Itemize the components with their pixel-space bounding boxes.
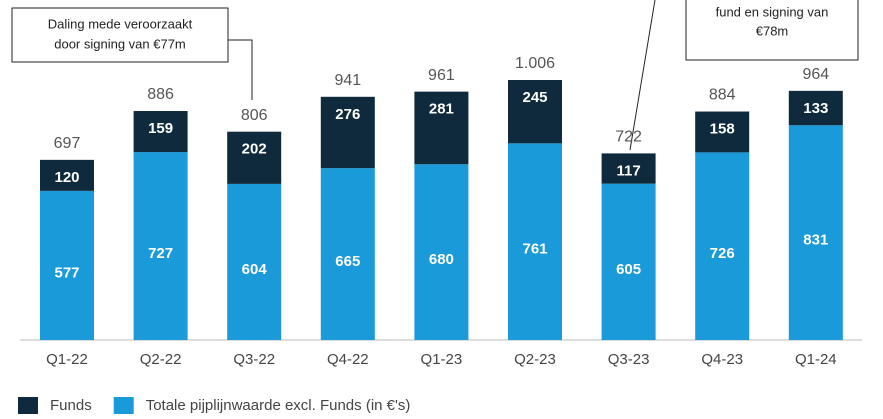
bar-segment <box>133 111 188 153</box>
segment-label: 159 <box>148 120 173 137</box>
segment-label: 577 <box>54 264 79 281</box>
legend-label: Funds <box>50 397 92 414</box>
annotation-line <box>629 0 656 151</box>
bar-segment <box>320 168 375 340</box>
bar-segment <box>788 90 843 126</box>
bar-segment <box>695 111 750 153</box>
segment-label: 831 <box>803 232 828 249</box>
legend-label: Totale pijplijnwaarde excl. Funds (in €'… <box>146 397 411 414</box>
segment-label: 117 <box>616 162 640 179</box>
total-label: 886 <box>147 86 174 103</box>
segment-label: 761 <box>522 241 547 258</box>
annotation-box <box>685 0 859 61</box>
x-tick-label: Q3-23 <box>608 351 650 368</box>
x-tick-label: Q1-24 <box>795 351 837 368</box>
x-tick-label: Q1-22 <box>46 351 88 368</box>
segment-label: 727 <box>148 245 173 262</box>
bar-segment <box>508 143 562 340</box>
bar-segment <box>133 152 188 340</box>
segment-label: 158 <box>710 120 735 137</box>
bar-segment <box>414 91 469 165</box>
segment-label: 276 <box>335 106 360 123</box>
x-tick-label: Q4-23 <box>701 351 743 368</box>
bar-segment <box>601 183 656 340</box>
total-label: 697 <box>54 135 81 152</box>
bar-segment <box>320 96 375 169</box>
annotation-text: Daling mede veroorzaakt <box>48 16 193 31</box>
x-tick-label: Q3-22 <box>233 351 275 368</box>
segment-label: 281 <box>429 101 454 118</box>
x-tick-label: Q1-23 <box>421 351 463 368</box>
total-label: 806 <box>241 107 268 124</box>
segment-label: 665 <box>335 253 360 270</box>
bar-segment <box>508 80 562 144</box>
annotation-text: fund en signing van <box>716 4 829 19</box>
segment-label: 726 <box>710 245 735 262</box>
segment-label: 680 <box>429 251 454 268</box>
bar-segment <box>601 153 656 184</box>
total-label: 964 <box>802 66 829 83</box>
segment-label: 245 <box>522 89 547 106</box>
annotation-text: €78m <box>756 23 789 38</box>
total-label: 941 <box>334 72 361 89</box>
annotation-text: door signing van €77m <box>54 36 186 51</box>
annotation-box <box>11 7 229 63</box>
total-label: 961 <box>428 67 455 84</box>
bar-segment <box>695 152 750 340</box>
legend-swatch <box>18 397 38 414</box>
segment-label: 605 <box>616 261 641 278</box>
x-tick-label: Q2-23 <box>514 351 556 368</box>
total-label: 884 <box>709 87 736 104</box>
segment-label: 120 <box>54 169 79 186</box>
segment-label: 604 <box>242 261 268 278</box>
segment-label: 133 <box>803 100 828 117</box>
total-label: 722 <box>615 129 642 146</box>
bar-segment <box>227 131 282 184</box>
bar-segment <box>788 125 843 340</box>
annotation-line <box>228 39 253 100</box>
bar-segment <box>227 183 282 340</box>
legend-swatch <box>113 397 134 414</box>
bar-segment <box>40 159 94 191</box>
total-label: 1.006 <box>515 55 555 72</box>
segment-label: 202 <box>242 141 267 158</box>
bar-segment <box>414 164 469 340</box>
bar-segment <box>40 190 94 340</box>
x-tick-label: Q2-22 <box>140 351 182 368</box>
x-tick-label: Q4-22 <box>327 351 369 368</box>
